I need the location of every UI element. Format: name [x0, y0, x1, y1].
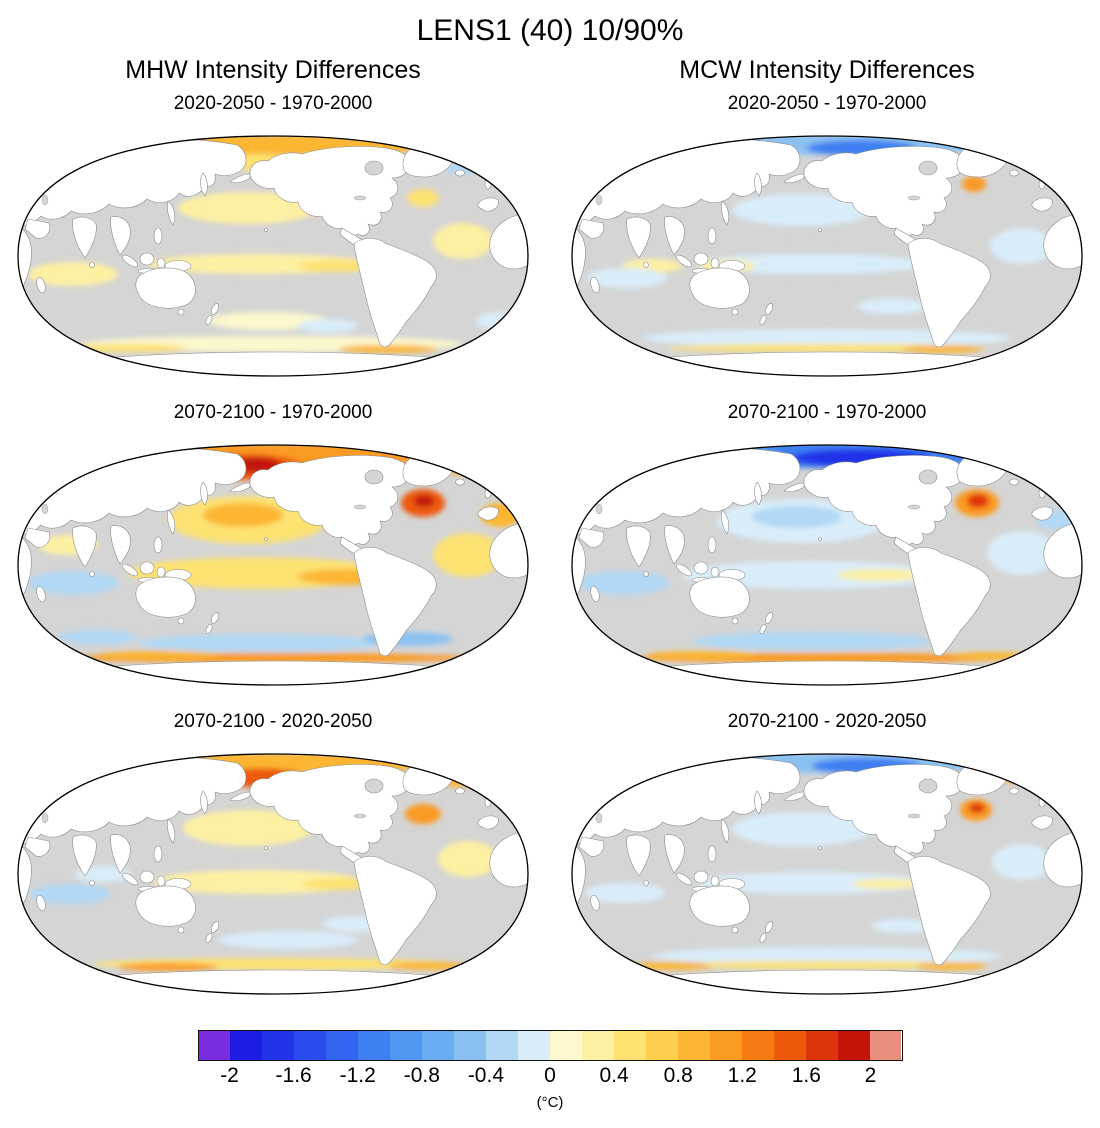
colorbar-tick-label: -0.4 [467, 1064, 504, 1087]
colorbar-tick-label: -2 [220, 1064, 239, 1087]
colorbar-segment [262, 1031, 295, 1060]
world-map-mcw-row2 [571, 444, 1083, 686]
world-map-mhw-row2 [17, 444, 529, 686]
panel-mhw-row3: 2070-2100 - 2020-2050 [8, 709, 538, 1014]
colorbar-segment [837, 1031, 870, 1060]
panel-title: 2020-2050 - 1970-2000 [173, 93, 373, 114]
colorbar: -2 -1.6 -1.2 -0.8 -0.4 0 0.4 0.8 1.2 1.6 2 (°C) [197, 1030, 903, 1111]
colorbar-segment [613, 1031, 646, 1060]
panel-mcw-row1: 2020-2050 - 1970-2000 [562, 91, 1092, 396]
colorbar-tick-label: 1.2 [727, 1064, 757, 1087]
panel-mcw-row2: 2070-2100 - 1970-2000 [562, 400, 1092, 705]
colorbar-tick-label: -1.2 [339, 1064, 376, 1087]
colorbar-tick-label: -1.6 [275, 1064, 312, 1087]
colorbar-segment [454, 1031, 487, 1060]
world-map-mhw-row1 [17, 135, 529, 377]
colorbar-segment [198, 1031, 231, 1060]
world-map-mcw-row3 [571, 753, 1083, 995]
colorbar-tick-label: 0.4 [599, 1064, 629, 1087]
colorbar-segment [486, 1031, 519, 1060]
panel-title: 2070-2100 - 2020-2050 [727, 711, 927, 732]
colorbar-segment [549, 1031, 582, 1060]
column-header-mcw: MCW Intensity Differences [679, 56, 975, 84]
colorbar-segment [422, 1031, 455, 1060]
world-map-mcw-row1 [571, 135, 1083, 377]
colorbar-segment [518, 1031, 550, 1060]
colorbar-segment [869, 1031, 902, 1060]
colorbar-segment [805, 1031, 838, 1060]
colorbar-tick-label: 1.6 [791, 1064, 821, 1087]
world-map-mhw-row3 [17, 753, 529, 995]
colorbar-tick-label: 0 [544, 1064, 556, 1087]
colorbar-segment [358, 1031, 391, 1060]
colorbar-unit-label: (°C) [536, 1094, 564, 1111]
colorbar-segment [677, 1031, 710, 1060]
anomaly-overlay [585, 754, 1052, 970]
colorbar-segments [197, 1030, 903, 1061]
colorbar-segment [709, 1031, 742, 1060]
panel-title: 2020-2050 - 1970-2000 [727, 93, 927, 114]
colorbar-segment [230, 1031, 263, 1060]
panel-grid: 2020-2050 - 1970-2000 [8, 91, 1092, 1014]
colorbar-tick-label: -0.8 [403, 1064, 440, 1087]
column-headers: MHW Intensity Differences MCW Intensity … [8, 54, 1092, 89]
colorbar-segment [326, 1031, 359, 1060]
panel-mhw-row2: 2070-2100 - 1970-2000 [8, 400, 538, 705]
colorbar-segment [645, 1031, 678, 1060]
colorbar-segment [773, 1031, 806, 1060]
colorbar-segment [741, 1031, 774, 1060]
panel-mcw-row3: 2070-2100 - 2020-2050 [562, 709, 1092, 1014]
colorbar-tick-label: 0.8 [663, 1064, 693, 1087]
colorbar-ticks: -2 -1.6 -1.2 -0.8 -0.4 0 0.4 0.8 1.2 1.6 2 [198, 1064, 903, 1092]
panel-title: 2070-2100 - 2020-2050 [173, 711, 373, 732]
colorbar-tick-label: 2 [864, 1064, 877, 1087]
panel-mhw-row1: 2020-2050 - 1970-2000 [8, 91, 538, 396]
panel-title: 2070-2100 - 1970-2000 [173, 402, 373, 423]
column-header-mhw: MHW Intensity Differences [125, 56, 421, 84]
colorbar-segment [294, 1031, 327, 1060]
figure-title: LENS1 (40) 10/90% [416, 14, 684, 47]
panel-title: 2070-2100 - 1970-2000 [727, 402, 927, 423]
colorbar-segment [581, 1031, 614, 1060]
colorbar-segment [390, 1031, 423, 1060]
